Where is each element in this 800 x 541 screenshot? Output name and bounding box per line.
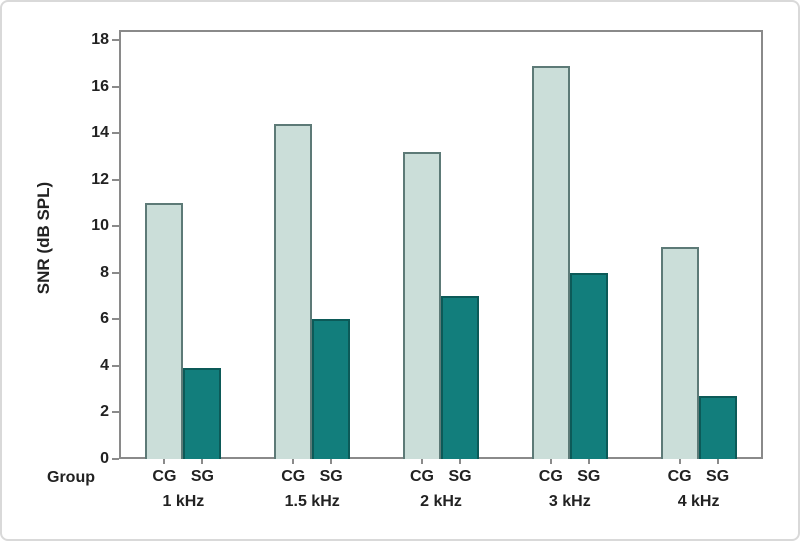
series-label-cg-3-khz: CG [538,468,563,485]
y-tick-mark-12 [112,178,119,181]
x-tick-cg-2-khz [421,459,423,464]
bar-cg-1-khz [145,203,184,459]
y-tick-label-18: 18 [91,31,109,48]
category-label-2-khz: 2 kHz [420,493,462,510]
bar-cg-3-khz [531,66,570,459]
y-tick-label-10: 10 [91,217,109,235]
bar-cg-2-khz [403,152,441,459]
series-label-sg-3-khz: SG [577,468,601,485]
series-label-cg-1p5-khz: CG [281,468,306,485]
y-tick-mark-0 [112,458,119,460]
x-tick-cg-1p5-khz [292,459,295,464]
y-tick-mark-16 [112,85,119,88]
category-label-1p5-khz: 1.5 kHz [284,493,340,510]
y-tick-label-12: 12 [91,170,109,188]
y-tick-mark-6 [112,318,119,321]
y-tick-mark-14 [112,132,119,135]
series-label-cg-4-khz: CG [667,468,692,485]
y-tick-label-2: 2 [100,403,109,421]
category-label-4-khz: 4 kHz [677,493,720,510]
bar-sg-2-khz [441,296,479,459]
x-tick-cg-3-khz [549,459,552,464]
x-tick-sg-4-khz [716,459,719,464]
y-tick-label-4: 4 [100,356,109,374]
y-tick-mark-8 [112,271,119,274]
series-label-sg-1p5-khz: SG [319,468,343,485]
y-tick-mark-2 [112,411,119,414]
y-tick-label-8: 8 [100,263,109,281]
x-tick-sg-2-khz [459,459,461,464]
y-axis-title: SNR (dB SPL) [34,181,53,295]
x-tick-cg-4-khz [678,459,681,464]
x-tick-sg-1-khz [201,459,204,464]
y-tick-label-0: 0 [100,450,109,467]
series-label-cg-1-khz: CG [152,468,177,485]
y-tick-label-14: 14 [91,124,109,142]
group-axis-label: Group [47,469,95,486]
bar-cg-1p5-khz [274,124,313,459]
series-label-cg-2-khz: CG [410,468,434,485]
series-label-sg-2-khz: SG [448,468,472,485]
x-tick-cg-1-khz [163,459,166,464]
y-tick-label-6: 6 [100,310,109,328]
y-tick-mark-10 [112,225,119,228]
y-tick-label-16: 16 [91,77,109,95]
x-tick-sg-3-khz [587,459,590,464]
category-label-3-khz: 3 kHz [548,493,591,510]
bar-sg-3-khz [569,273,608,459]
bar-sg-4-khz [698,396,737,459]
bar-sg-1-khz [183,368,222,459]
y-tick-mark-4 [112,364,119,367]
x-tick-sg-1p5-khz [330,459,333,464]
bar-sg-1p5-khz [312,319,351,459]
bar-cg-4-khz [660,247,699,459]
series-label-sg-1-khz: SG [190,468,214,485]
category-label-1-khz: 1 kHz [162,493,205,510]
y-tick-mark-18 [112,39,119,41]
series-label-sg-4-khz: SG [706,468,730,485]
